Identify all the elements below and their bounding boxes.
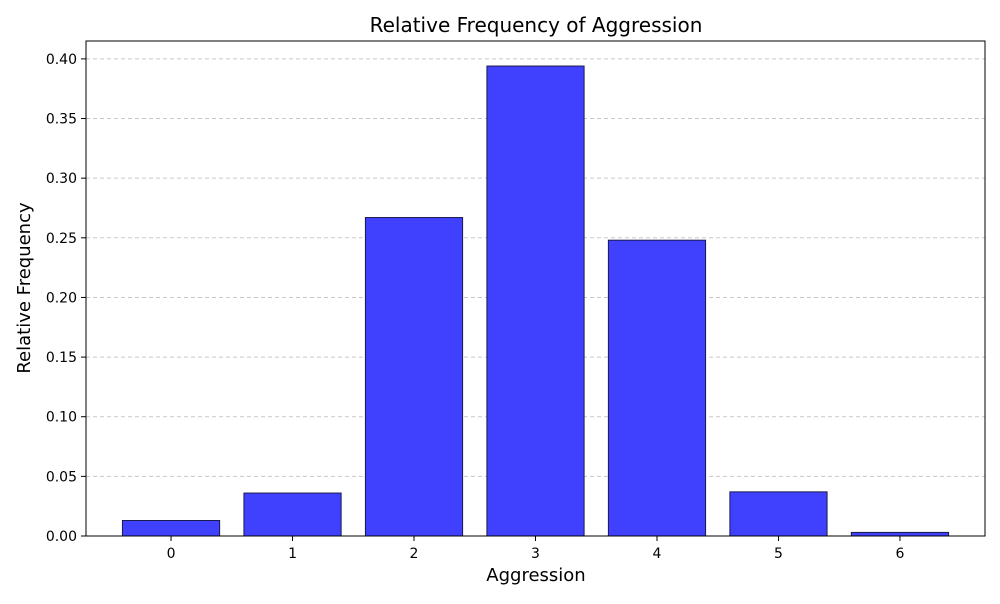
y-tick-label: 0.10 (46, 410, 77, 426)
bar (121, 519, 221, 537)
bar (486, 65, 585, 537)
bar (607, 239, 707, 537)
chart-title: Relative Frequency of Aggression (370, 13, 703, 37)
x-tick-label: 2 (410, 546, 419, 562)
x-tick-label: 5 (774, 546, 783, 562)
bars (121, 65, 950, 537)
y-axis-label: Relative Frequency (14, 202, 35, 374)
bar (729, 491, 828, 537)
x-tick-label: 6 (895, 546, 904, 562)
y-tick-label: 0.00 (46, 529, 77, 545)
y-tick-label: 0.30 (46, 171, 77, 187)
y-axis-ticks: 0.00 0.05 0.10 0.15 0.20 0.25 0.30 0.35 0.40 (46, 52, 86, 545)
bar (364, 217, 464, 537)
bar (850, 531, 950, 537)
x-tick-label: 3 (531, 546, 540, 562)
y-tick-label: 0.20 (46, 290, 77, 306)
x-tick-label: 0 (167, 546, 176, 562)
y-tick-label: 0.25 (46, 231, 77, 247)
x-tick-label: 4 (653, 546, 662, 562)
y-tick-label: 0.40 (46, 52, 77, 68)
x-tick-label: 1 (288, 546, 297, 562)
x-axis-label: Aggression (486, 565, 585, 586)
x-axis-ticks: 0 1 2 3 4 5 6 (167, 536, 904, 562)
y-tick-label: 0.15 (46, 350, 77, 366)
y-tick-label: 0.05 (46, 469, 77, 485)
y-tick-label: 0.35 (46, 112, 77, 128)
bar (243, 492, 342, 537)
